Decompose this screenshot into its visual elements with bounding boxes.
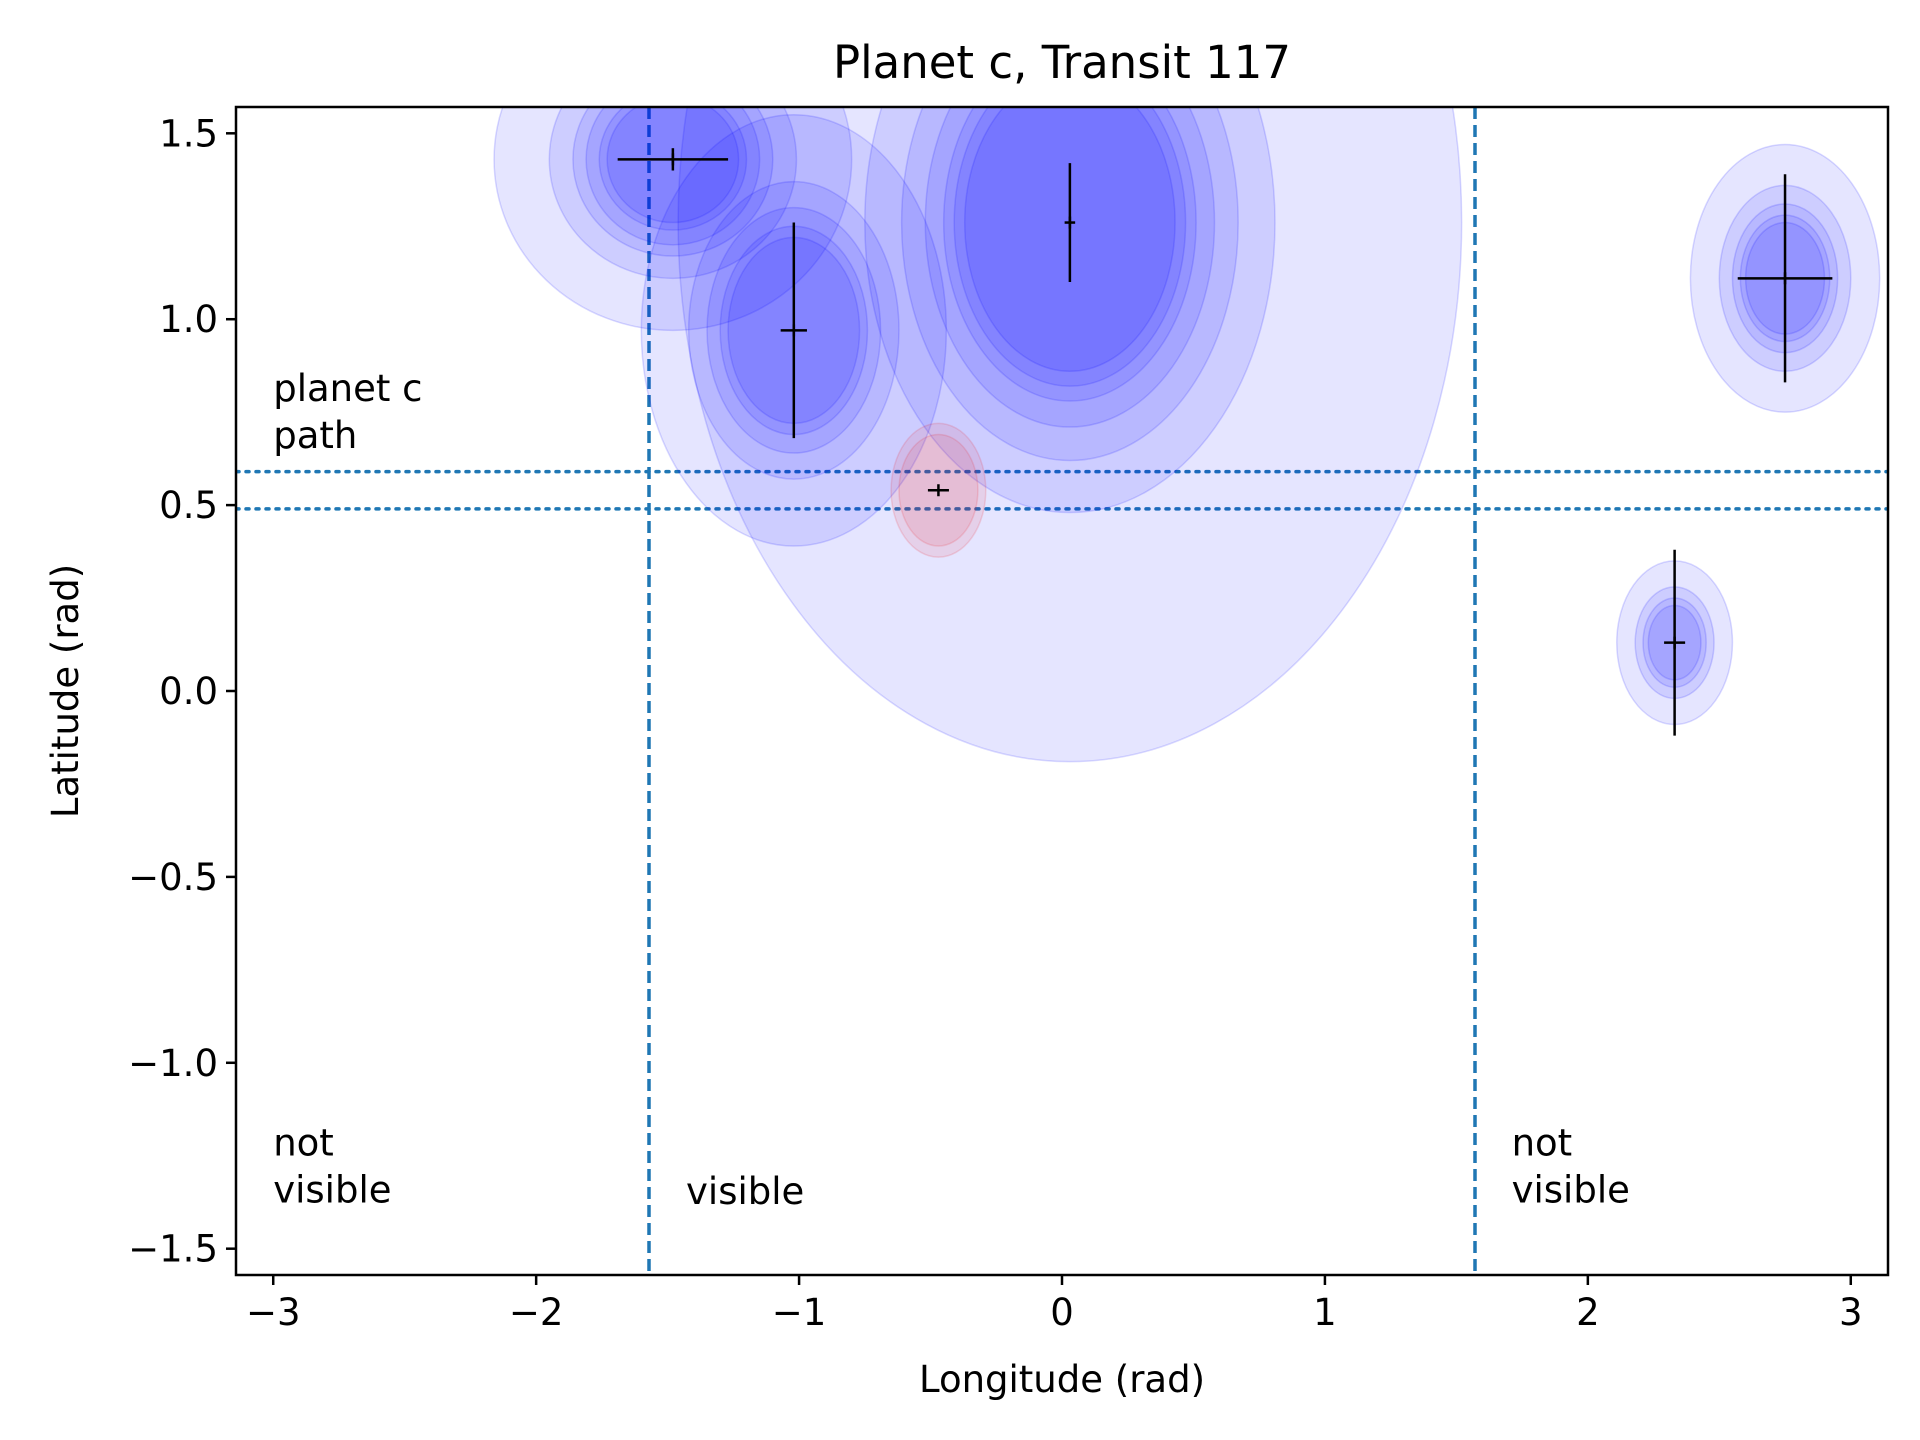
x-axis: −3 −2 −1 0 1 2 3	[246, 1275, 1863, 1334]
spot-shell	[864, 107, 1276, 514]
plot-content	[236, 107, 1888, 1275]
y-tick-label: 1.0	[159, 298, 218, 341]
annotation-line: visible	[686, 1170, 804, 1213]
y-tick-label: −0.5	[128, 856, 218, 899]
y-axis: −1.5 −1.0 −0.5 0.0 0.5 1.0 1.5	[128, 112, 236, 1271]
plot-area	[236, 107, 1888, 1275]
spot-shell	[572, 107, 774, 257]
annotation-right-not-visible: not visible	[1512, 1122, 1630, 1212]
annotation-line: visible	[273, 1169, 391, 1212]
x-tick-label: 2	[1576, 1291, 1600, 1334]
spot-shell	[900, 107, 1239, 462]
annotation-visible: visible	[686, 1170, 804, 1213]
annotation-path: planet c path	[273, 367, 422, 457]
annotation-line: visible	[1512, 1169, 1630, 1212]
annotation-line: not	[1512, 1122, 1573, 1165]
annotation-line: planet c	[273, 367, 422, 410]
x-tick-label: 1	[1313, 1291, 1337, 1334]
annotation-left-not-visible: not visible	[273, 1122, 391, 1212]
spot-shell	[548, 107, 798, 280]
x-tick-label: 0	[1050, 1291, 1074, 1334]
y-tick-label: 0.5	[159, 484, 218, 527]
y-tick-label: 1.5	[159, 112, 218, 155]
x-axis-label: Longitude (rad)	[919, 1358, 1205, 1401]
spot-shell	[677, 107, 1463, 763]
chart-title: Planet c, Transit 117	[833, 36, 1291, 89]
annotation-line: not	[273, 1122, 334, 1165]
spot-shell	[585, 107, 761, 246]
x-tick-label: −2	[509, 1291, 564, 1334]
y-tick-label: −1.0	[128, 1042, 218, 1085]
x-tick-label: 3	[1839, 1291, 1863, 1334]
spot-shell	[493, 107, 853, 332]
x-tick-label: −1	[772, 1291, 827, 1334]
y-axis-label: Latitude (rad)	[44, 564, 87, 818]
x-tick-label: −3	[246, 1291, 301, 1334]
annotation-line: path	[273, 414, 357, 457]
y-tick-label: −1.5	[128, 1228, 218, 1271]
y-tick-label: 0.0	[159, 670, 218, 713]
